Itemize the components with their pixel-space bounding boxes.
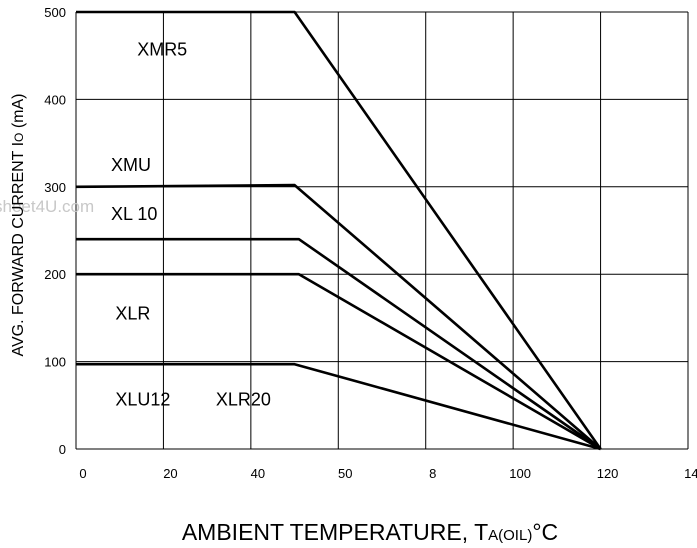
x-tick-label: 50 <box>338 466 352 481</box>
y-tick-label: 0 <box>59 442 66 457</box>
series-line <box>75 183 602 450</box>
y-tick-label: 300 <box>44 180 66 195</box>
series-annotation: XMU <box>111 155 151 175</box>
grid <box>75 11 689 450</box>
series-line <box>76 237 602 451</box>
series-annotation: XLR20 <box>216 389 271 409</box>
x-tick-label: 40 <box>251 466 265 481</box>
y-tick-label: 200 <box>44 267 66 282</box>
y-tick-label: 500 <box>44 5 66 20</box>
series-annotations: XMR5 XMU XL 10 XLR XLU12 XLR20 <box>111 40 271 410</box>
series-lines <box>75 10 602 451</box>
series-line <box>76 10 602 450</box>
y-tick-labels: 0 100 200 300 400 500 <box>44 5 66 457</box>
x-tick-label: 120 <box>597 466 619 481</box>
x-tick-label: 100 <box>509 466 531 481</box>
series-annotation: XMR5 <box>137 40 187 60</box>
x-tick-label: 0 <box>79 466 86 481</box>
x-tick-label: 140 <box>684 466 697 481</box>
series-annotation: XLR <box>115 304 150 324</box>
y-tick-label: 100 <box>44 355 66 370</box>
series-annotation: XLU12 <box>115 389 170 409</box>
y-axis-label: AVG. FORWARD CURRENT IO (mA) <box>10 94 27 357</box>
series-line <box>76 362 601 451</box>
x-tick-label: 8 <box>429 466 436 481</box>
watermark-text: sheet4U.com <box>0 197 94 216</box>
x-axis-label: AMBIENT TEMPERATURE, TA(OIL)°C <box>182 519 558 545</box>
x-tick-label: 20 <box>163 466 177 481</box>
x-tick-labels: 0 20 40 50 8 100 120 140 <box>79 466 697 481</box>
series-line <box>76 272 602 451</box>
series-annotation: XL 10 <box>111 204 157 224</box>
y-tick-label: 400 <box>44 92 66 107</box>
